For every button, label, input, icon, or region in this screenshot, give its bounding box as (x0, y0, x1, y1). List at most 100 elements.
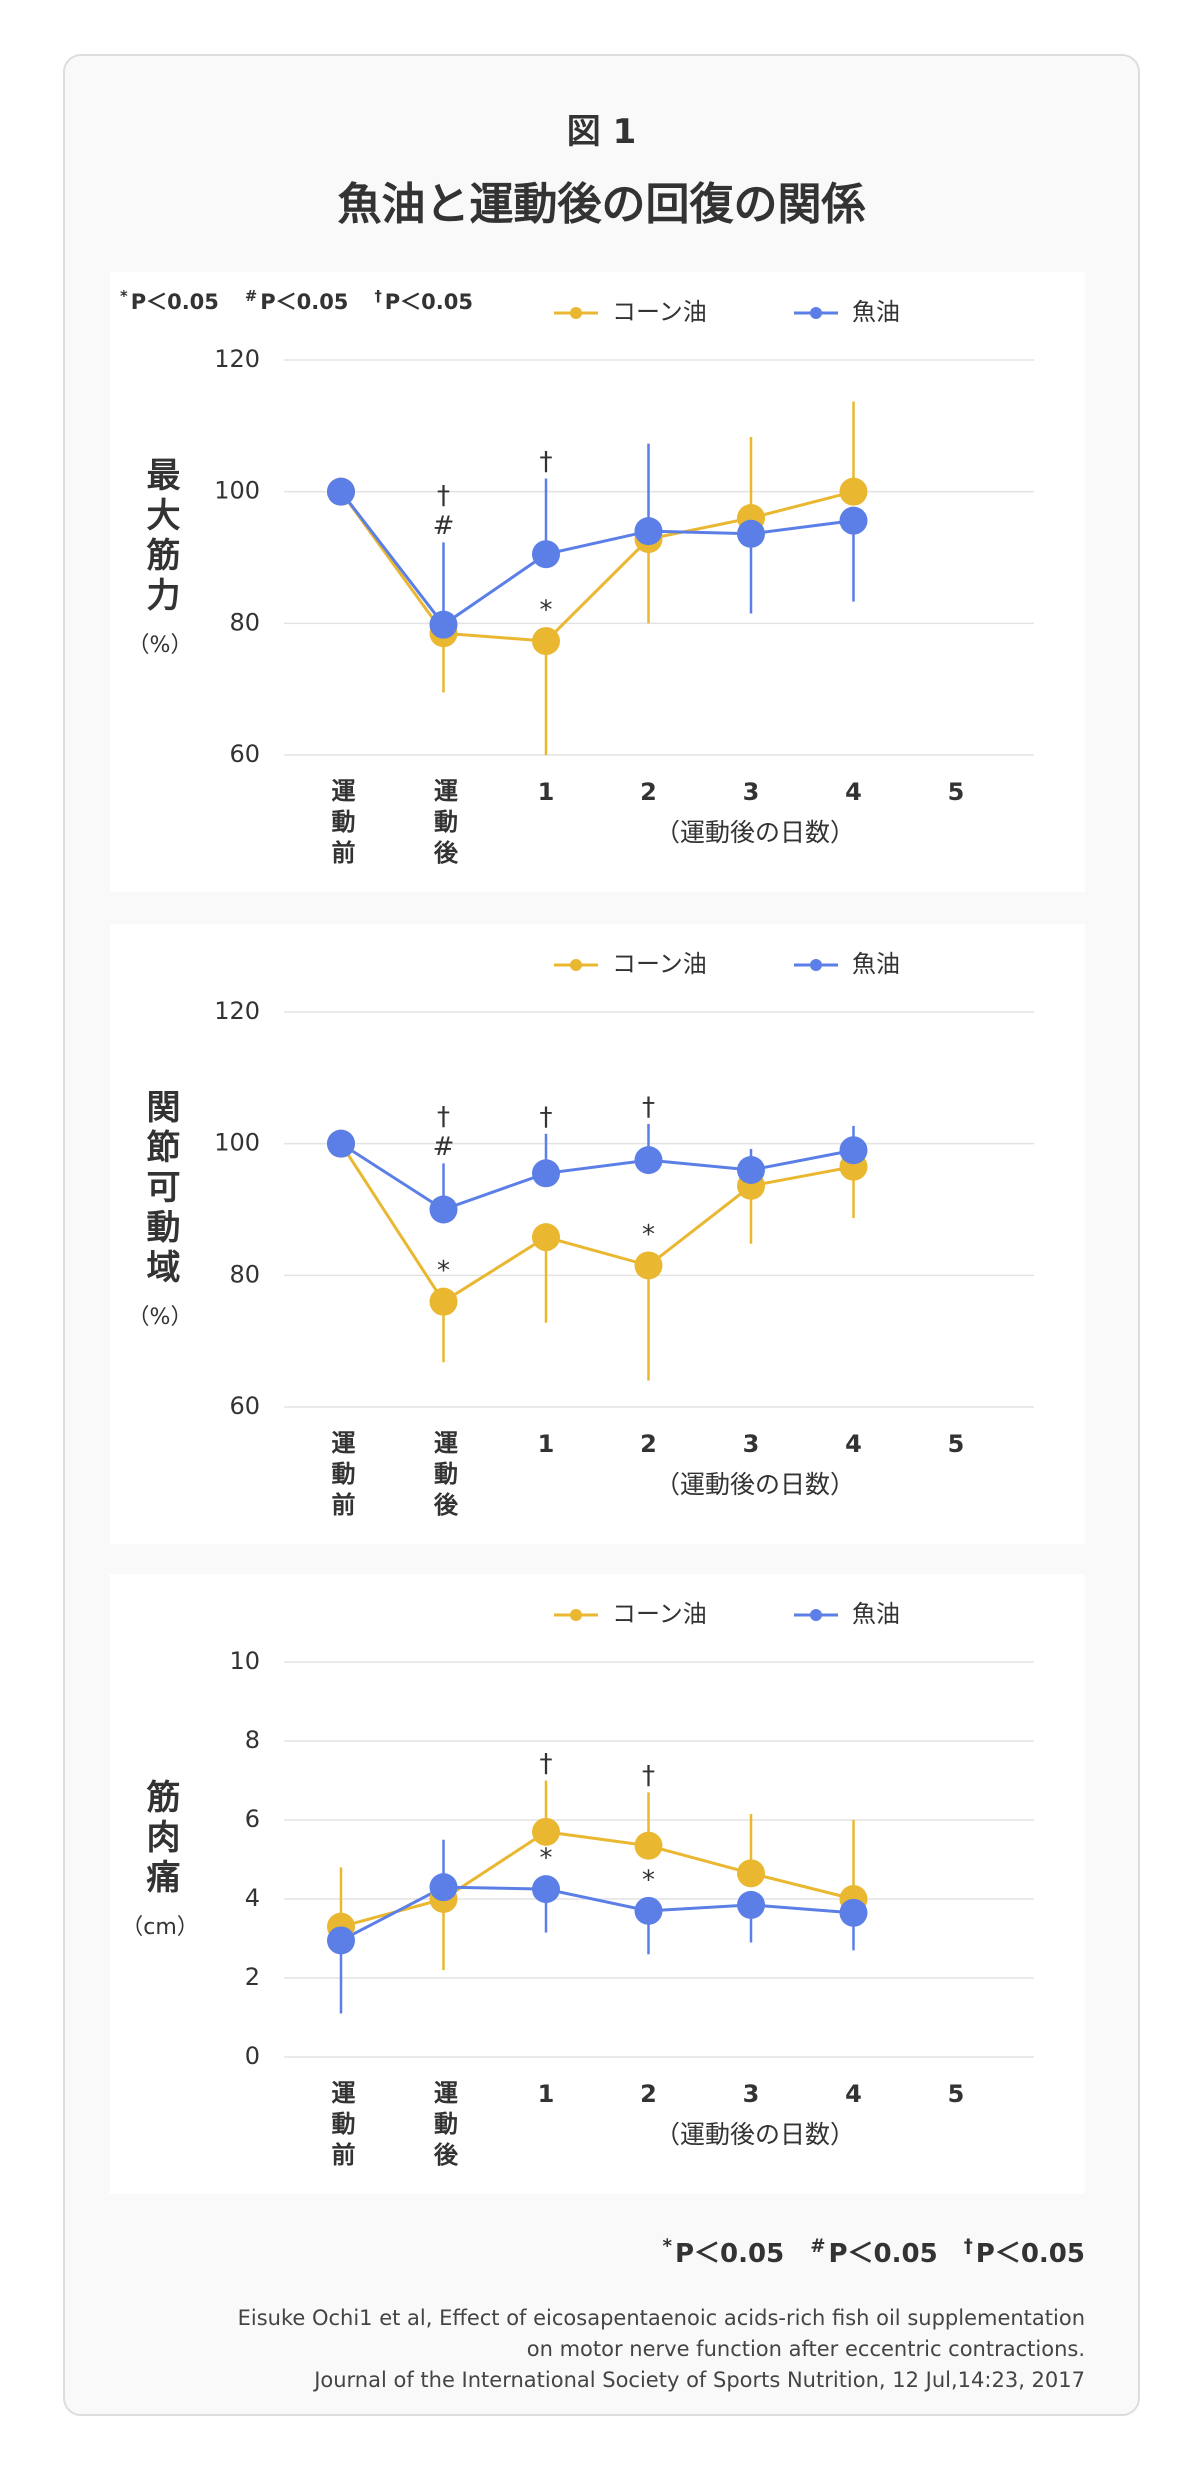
legend-label: コーン油 (612, 298, 707, 326)
x-axis-label: （運動後の日数） (654, 818, 856, 847)
x-axis-label: （運動後の日数） (654, 1470, 856, 1499)
y-axis-label-group: 筋肉痛 （cm） (120, 1662, 200, 2057)
data-point (737, 1156, 765, 1184)
y-axis-label-group: 関節可動域 （%） (120, 1012, 200, 1407)
x-tick-label: 運動前 (327, 778, 355, 871)
series-line (339, 490, 854, 643)
significance-mark: † (642, 1761, 655, 1791)
data-point (532, 540, 560, 569)
data-point (532, 1159, 560, 1188)
y-tick-label: 8 (245, 1726, 260, 1754)
significance-text: P＜0.05 (828, 2239, 938, 2269)
chart-panel: 60 80 100 120 コーン油 魚油 # † † * 運動前 運動後 1 2 3 4 5 （運動後の日数）最… (110, 272, 1085, 892)
x-tick-label: 1 (532, 1430, 560, 1465)
chart-panel: 0 2 4 6 8 10 コーン油 魚油 † * † * 運動前 運動後 1 2 3 4 5 （運動後の日数） 筋肉痛 （… (110, 1574, 1085, 2194)
significance-mark: * (540, 1844, 553, 1874)
significance-item: † P＜0.05 (963, 2236, 1085, 2269)
data-point (839, 1136, 868, 1165)
x-tick-label: 3 (737, 1430, 765, 1465)
figure-label: 図 1 (566, 112, 637, 152)
figure-title: 魚油と運動後の回復の関係 (337, 179, 866, 230)
significance-symbol: * (120, 288, 128, 305)
data-point (737, 519, 765, 548)
data-point (634, 1146, 663, 1175)
legend-marker (570, 959, 582, 971)
data-point (634, 1251, 663, 1280)
x-tick-label: 運動後 (429, 778, 458, 871)
significance-mark: † (437, 481, 450, 511)
significance-mark: † (540, 1102, 553, 1132)
y-tick-label: 80 (229, 608, 260, 636)
x-tick-label: 運動前 (327, 1430, 355, 1523)
y-tick-label: 100 (214, 477, 260, 505)
legend-label: コーン油 (612, 950, 707, 978)
chart-panel: 60 80 100 120 コーン油 魚油 # † * † † * 運動前 運動後 1 2 3 4 5 （運動後の日数… (110, 924, 1085, 1544)
significance-item: # P＜0.05 (244, 288, 349, 314)
x-tick-label: 4 (839, 2080, 868, 2115)
y-tick-label: 2 (245, 1963, 260, 1991)
y-tick-label: 60 (229, 740, 260, 768)
significance-mark: † (437, 1102, 450, 1132)
significance-mark: * (642, 1220, 655, 1250)
y-axis-label: 最大筋力 (140, 456, 180, 617)
data-point (429, 1195, 458, 1224)
y-tick-label: 80 (229, 1260, 260, 1288)
significance-symbol: † (963, 2236, 973, 2258)
significance-mark: † (540, 1749, 553, 1779)
x-tick-label: 運動前 (327, 2080, 355, 2173)
x-tick-label: 3 (737, 778, 765, 813)
significance-item: † P＜0.05 (374, 288, 473, 314)
significance-item: # P＜0.05 (810, 2236, 938, 2269)
data-point (839, 1898, 868, 1927)
significance-symbol: * (662, 2236, 672, 2258)
significance-mark: * (437, 1256, 450, 1286)
x-tick-label: 運動後 (429, 1430, 458, 1523)
y-tick-label: 120 (214, 345, 260, 373)
series-line (340, 1142, 854, 1212)
y-axis-unit: （%） (127, 632, 193, 658)
x-tick-label: 1 (532, 778, 560, 813)
series-line (340, 1885, 854, 1942)
significance-symbol: # (244, 288, 258, 305)
x-tick-label: 4 (839, 1430, 868, 1465)
legend-marker (810, 1609, 822, 1621)
x-tick-label: 5 (942, 2080, 970, 2115)
citation-line: Eisuke Ochi1 et al, Effect of eicosapent… (237, 2306, 1085, 2330)
data-point (327, 1129, 355, 1158)
data-point (634, 517, 663, 546)
x-tick-label: 3 (737, 2080, 765, 2115)
y-axis-label: 関節可動域 (140, 1088, 180, 1289)
legend-label: 魚油 (852, 1600, 900, 1628)
chart: 0 2 4 6 8 10 コーン油 魚油 † * † * (229, 1600, 1034, 2070)
y-tick-label: 6 (245, 1805, 260, 1833)
significance-text: P＜0.05 (130, 290, 219, 314)
data-point (532, 1875, 560, 1904)
legend-label: 魚油 (852, 950, 900, 978)
significance-item: * P＜0.05 (662, 2236, 785, 2269)
series-line (340, 1830, 854, 1929)
data-point (532, 627, 560, 656)
significance-item: * P＜0.05 (120, 288, 219, 314)
legend-marker (810, 307, 822, 319)
y-axis-label-group: 最大筋力 （%） (120, 360, 200, 755)
x-tick-label: 4 (839, 778, 868, 813)
data-point (429, 1873, 458, 1902)
significance-legend: * P＜0.05 # P＜0.05 † P＜0.05 (120, 286, 473, 316)
significance-text: P＜0.05 (260, 290, 349, 314)
significance-mark: # (433, 511, 455, 541)
y-axis-unit: （%） (127, 1304, 193, 1330)
significance-text: P＜0.05 (675, 2239, 785, 2269)
data-point (634, 1831, 663, 1860)
citation: Eisuke Ochi1 et al, Effect of eicosapent… (238, 2303, 1085, 2396)
data-point (327, 477, 355, 506)
legend-label: コーン油 (612, 1600, 707, 1628)
significance-symbol: # (810, 2236, 826, 2258)
y-tick-label: 4 (245, 1884, 260, 1912)
y-axis-label: 筋肉痛 (140, 1778, 180, 1899)
data-point (429, 1287, 458, 1316)
significance-text: P＜0.05 (384, 290, 473, 314)
significance-legend: * P＜0.05 # P＜0.05 † P＜0.05 (662, 2233, 1085, 2270)
data-point (737, 1859, 765, 1888)
